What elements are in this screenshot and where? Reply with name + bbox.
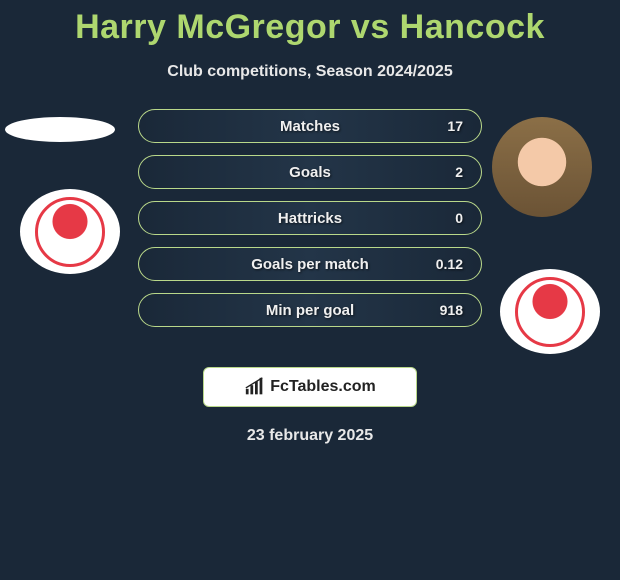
stat-label: Goals per match: [251, 256, 369, 273]
player1-avatar: [5, 117, 115, 142]
stat-label: Goals: [289, 164, 331, 181]
stats-section: Matches 17 Goals 2 Hattricks 0 Goals per…: [0, 109, 620, 349]
branding-text: FcTables.com: [270, 378, 376, 396]
stat-value-right: 918: [433, 302, 463, 318]
chart-icon: [244, 376, 266, 398]
stat-value-right: 0.12: [433, 256, 463, 272]
stat-rows: Matches 17 Goals 2 Hattricks 0 Goals per…: [138, 109, 482, 339]
stat-row: Goals per match 0.12: [138, 247, 482, 281]
stat-label: Matches: [280, 118, 340, 135]
stat-row: Hattricks 0: [138, 201, 482, 235]
player2-club-badge: [500, 269, 600, 354]
subtitle: Club competitions, Season 2024/2025: [0, 63, 620, 81]
page-title: Harry McGregor vs Hancock: [0, 0, 620, 47]
stat-row: Min per goal 918: [138, 293, 482, 327]
stat-value-right: 0: [433, 210, 463, 226]
stat-value-right: 17: [433, 118, 463, 134]
branding-badge: FcTables.com: [203, 367, 417, 407]
player1-club-badge: [20, 189, 120, 274]
stat-row: Goals 2: [138, 155, 482, 189]
player2-avatar: [492, 117, 592, 217]
stat-row: Matches 17: [138, 109, 482, 143]
stat-label: Hattricks: [278, 210, 342, 227]
stat-label: Min per goal: [266, 302, 354, 319]
stat-value-right: 2: [433, 164, 463, 180]
date-label: 23 february 2025: [0, 427, 620, 445]
